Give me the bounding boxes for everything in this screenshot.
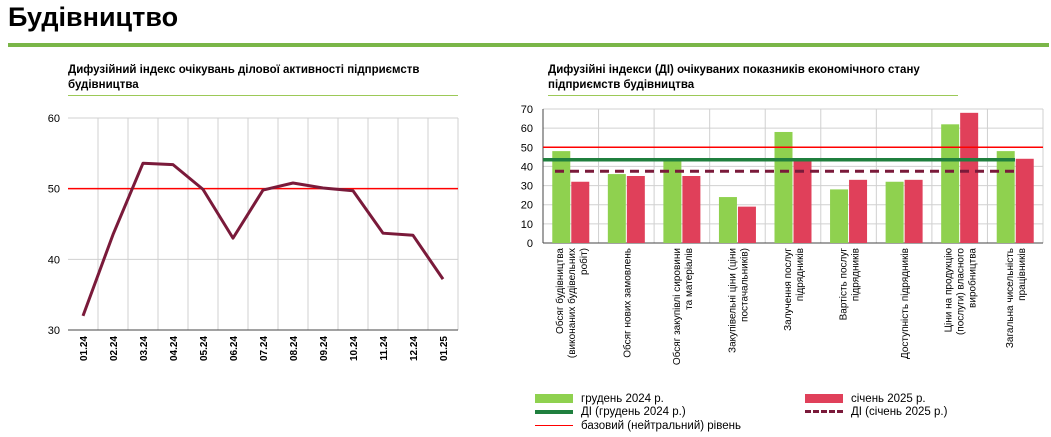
legend-item-neutral: базовий (нейтральний) рівень	[535, 418, 741, 433]
left-y-tick-label: 30	[48, 325, 60, 337]
bar-dec-2024	[607, 174, 626, 243]
right-y-tick-label: 10	[521, 219, 533, 231]
bar-jan-2025	[793, 158, 812, 243]
legend: грудень 2024 р. січень 2025 р. ДІ (груде…	[535, 389, 1035, 435]
left-x-tick-label: 01.24	[79, 336, 90, 361]
legend-label-neutral: базовий (нейтральний) рівень	[581, 419, 741, 432]
category-label-line: постачальників)	[739, 248, 750, 322]
category-label-line: Обсяг закупівлі сировини	[671, 248, 683, 365]
title-divider	[8, 43, 1049, 47]
legend-label-di-jan: ДІ (січень 2025 р.)	[851, 405, 948, 418]
category-label: Вартість послуг підрядників	[839, 248, 862, 321]
bar-jan-2025	[626, 176, 645, 243]
category-label: Залучення послуг підрядників	[783, 248, 806, 331]
legend-item-di-jan: ДІ (січень 2025 р.)	[805, 404, 947, 419]
left-x-tick-label: 10.24	[349, 336, 360, 361]
category-label-line: Доступність підрядників	[900, 248, 911, 359]
bar-jan-2025	[571, 181, 590, 243]
right-y-tick-label: 40	[521, 161, 533, 173]
legend-item-jan-bar: січень 2025 р.	[805, 391, 926, 406]
category-label: Загальна чисельність працівників	[1005, 248, 1028, 348]
category-label-line: Закупівельні ціни (ціни	[727, 248, 738, 353]
category-label-line: Загальна чисельність	[1005, 248, 1016, 348]
category-label-line: працівників	[1017, 248, 1028, 301]
bar-dec-2024	[718, 197, 737, 243]
left-y-tick-label: 50	[48, 184, 60, 196]
category-label: Обсяг нових замовлень	[621, 248, 633, 358]
left-x-tick-label: 08.24	[289, 336, 300, 361]
category-label-line: та матеріалів	[684, 248, 695, 310]
category-label-line: робіт)	[578, 248, 590, 275]
left-x-tick-label: 02.24	[109, 336, 120, 361]
bar-dec-2024	[663, 160, 682, 243]
category-label-line: Ціни на продукцію	[944, 248, 955, 333]
right-chart-title: Дифузійні індекси (ДІ) очікуваних показн…	[548, 64, 920, 91]
right-y-tick-label: 60	[521, 123, 533, 135]
bar-jan-2025	[682, 176, 701, 243]
category-label: Обсяг закупівлі сировини та матеріалів	[671, 248, 695, 365]
left-x-tick-label: 11.24	[379, 336, 390, 361]
left-chart-svg: 60 50 40 30 01.24 02.24 03.24 04.24 05.24 06.24 07…	[48, 113, 459, 361]
right-y-tick-label: 20	[521, 200, 533, 212]
right-chart-title-block: Дифузійні індекси (ДІ) очікуваних показн…	[548, 63, 958, 96]
left-x-tick-label: 09.24	[319, 336, 330, 361]
bar-dec-2024	[830, 189, 849, 243]
right-chart-title-rule	[548, 95, 958, 96]
legend-swatch-dec-bar	[535, 394, 573, 403]
category-label-line: Обсяг нових замовлень	[621, 248, 633, 358]
bar-dec-2024	[552, 151, 571, 243]
category-label-line: підрядників	[851, 248, 862, 301]
bar-jan-2025	[849, 179, 868, 243]
left-y-tick-label: 40	[48, 254, 60, 266]
bar-jan-2025	[904, 179, 923, 243]
left-x-tick-label: 06.24	[229, 336, 240, 361]
category-label-line: (послуги) власного	[956, 248, 967, 335]
category-label: Ціни на продукцію (послуги) власного вироб…	[944, 248, 979, 336]
right-y-tick-label: 70	[521, 104, 533, 116]
category-label: Доступність підрядників	[900, 248, 911, 359]
legend-item-di-dec: ДІ (грудень 2024 р.)	[535, 404, 686, 419]
category-label-line: Вартість послуг	[839, 248, 850, 321]
legend-swatch-di-jan	[805, 410, 843, 413]
category-label-line: Обсяг будівництва	[554, 248, 566, 334]
left-y-tick-label: 60	[48, 113, 60, 125]
bar-jan-2025	[1015, 158, 1034, 243]
left-chart-title-rule	[68, 95, 458, 96]
bar-dec-2024	[996, 151, 1015, 243]
left-chart-title-block: Дифузійний індекс очікувань ділової акти…	[68, 63, 458, 96]
legend-item-dec-bar: грудень 2024 р.	[535, 391, 664, 406]
category-label: Обсяг будівництва (виконаних будівельних р…	[554, 248, 590, 359]
right-y-tick-label: 50	[521, 142, 533, 154]
legend-label-di-dec: ДІ (грудень 2024 р.)	[581, 405, 686, 418]
left-x-tick-label: 04.24	[169, 336, 180, 361]
left-x-tick-label: 01.25	[439, 336, 450, 361]
category-label-line: Залучення послуг	[783, 248, 794, 331]
legend-label-jan-bar: січень 2025 р.	[851, 392, 926, 405]
right-y-tick-label: 0	[527, 238, 533, 250]
right-y-tick-label: 30	[521, 181, 533, 193]
left-x-tick-label: 05.24	[199, 336, 210, 361]
category-label-line: підрядників	[795, 248, 806, 301]
category-label-line: (виконаних будівельних	[566, 248, 578, 358]
left-x-tick-label: 07.24	[259, 336, 270, 361]
category-label: Закупівельні ціни (ціни постачальників)	[727, 248, 750, 353]
bar-dec-2024	[774, 131, 793, 243]
legend-label-dec-bar: грудень 2024 р.	[581, 392, 664, 405]
legend-swatch-neutral	[535, 424, 573, 427]
left-x-tick-label: 03.24	[139, 336, 150, 361]
legend-swatch-jan-bar	[805, 394, 843, 403]
bar-jan-2025	[737, 206, 756, 243]
legend-swatch-di-dec	[535, 409, 573, 414]
category-label-line: виробництва	[967, 248, 979, 308]
bar-jan-2025	[960, 112, 979, 243]
left-x-tick-label: 12.24	[409, 336, 420, 361]
left-chart-title: Дифузійний індекс очікувань ділової акти…	[68, 64, 420, 91]
page-title: Будівництво	[8, 2, 179, 32]
bar-dec-2024	[941, 124, 960, 243]
bar-dec-2024	[885, 181, 904, 243]
